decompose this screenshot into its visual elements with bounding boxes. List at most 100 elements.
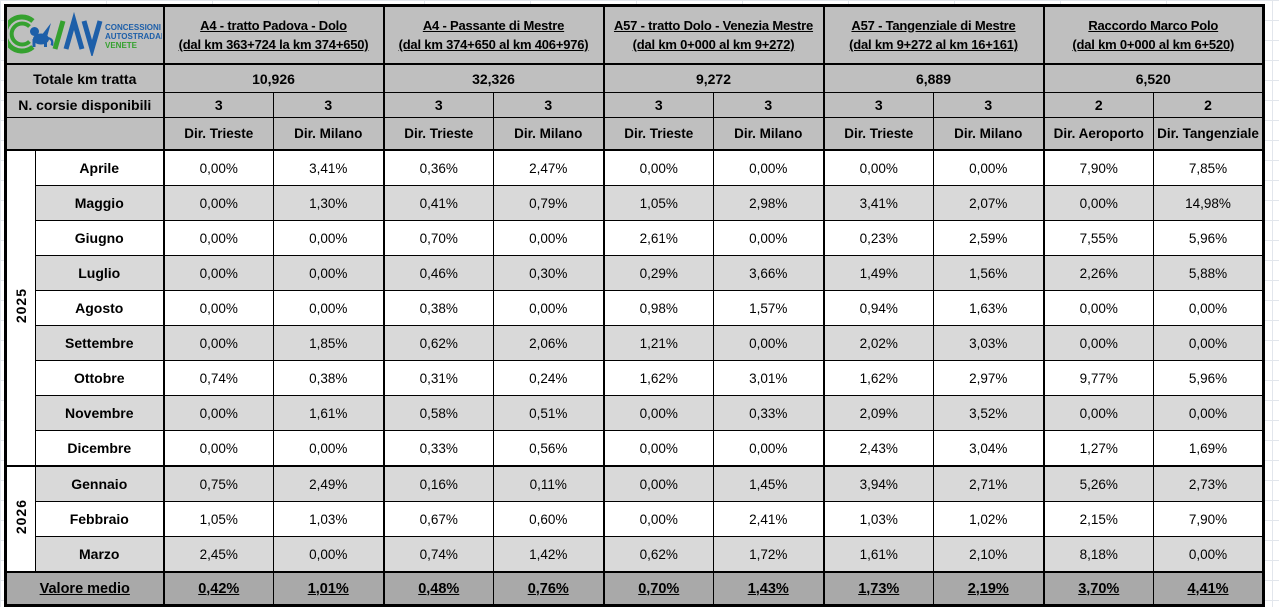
month-label: Marzo bbox=[35, 536, 164, 573]
value-cell: 0,00% bbox=[1042, 290, 1154, 326]
value-cell: 0,62% bbox=[602, 536, 714, 573]
value-cell: 2,43% bbox=[822, 430, 934, 467]
value-cell: 0,33% bbox=[382, 430, 494, 467]
value-cell: 1,03% bbox=[822, 501, 934, 537]
value-cell: 8,18% bbox=[1042, 536, 1154, 573]
value-cell: 0,00% bbox=[162, 255, 274, 291]
value-cell: 3,41% bbox=[822, 185, 934, 221]
value-cell: 0,67% bbox=[382, 501, 494, 537]
value-cell: 0,00% bbox=[493, 290, 604, 326]
route-title: A4 - Passante di Mestre bbox=[422, 17, 565, 33]
directions-row: Dir. Trieste Dir. Milano Dir. Trieste Di… bbox=[5, 117, 1264, 151]
value-cell: 2,61% bbox=[602, 220, 714, 256]
value-cell: 1,85% bbox=[273, 325, 384, 361]
footer-value: 2,19% bbox=[933, 571, 1044, 606]
value-cell: 0,00% bbox=[162, 220, 274, 256]
value-cell: 7,90% bbox=[1153, 501, 1264, 537]
value-cell: 1,56% bbox=[933, 255, 1044, 291]
value-cell: 0,29% bbox=[602, 255, 714, 291]
footer-value: 0,76% bbox=[493, 571, 604, 606]
year-label: 2026 bbox=[5, 465, 36, 573]
route-km-range: (dal km 374+650 al km 406+976) bbox=[398, 37, 589, 52]
value-cell: 0,00% bbox=[1153, 395, 1264, 431]
value-cell: 0,41% bbox=[382, 185, 494, 221]
lanes-value: 2 bbox=[1153, 92, 1264, 118]
lanes-value: 3 bbox=[602, 92, 714, 118]
value-cell: 1,05% bbox=[162, 501, 274, 537]
value-cell: 2,15% bbox=[1042, 501, 1154, 537]
total-km-value: 9,272 bbox=[602, 63, 824, 93]
direction-header: Dir. Tangenziale bbox=[1153, 117, 1264, 151]
route-group-header: Raccordo Marco Polo (dal km 0+000 al km … bbox=[1042, 5, 1264, 65]
value-cell: 0,62% bbox=[382, 325, 494, 361]
direction-header: Dir. Trieste bbox=[602, 117, 714, 151]
value-cell: 1,05% bbox=[602, 185, 714, 221]
data-table: CONCESSIONI AUTOSTRADALI VENETE A4 - tra… bbox=[4, 4, 1265, 607]
value-cell: 0,11% bbox=[493, 465, 604, 502]
value-cell: 5,96% bbox=[1153, 360, 1264, 396]
month-label: Aprile bbox=[35, 149, 164, 186]
month-label: Febbraio bbox=[35, 501, 164, 537]
value-cell: 0,51% bbox=[493, 395, 604, 431]
value-cell: 0,00% bbox=[162, 395, 274, 431]
value-cell: 0,00% bbox=[602, 501, 714, 537]
logo-line1: CONCESSIONI bbox=[105, 23, 161, 32]
value-cell: 1,30% bbox=[273, 185, 384, 221]
value-cell: 1,62% bbox=[822, 360, 934, 396]
value-cell: 2,47% bbox=[493, 149, 604, 186]
value-cell: 0,70% bbox=[382, 220, 494, 256]
value-cell: 1,69% bbox=[1153, 430, 1264, 467]
value-cell: 0,00% bbox=[713, 325, 824, 361]
lanes-value: 3 bbox=[162, 92, 274, 118]
month-label: Agosto bbox=[35, 290, 164, 326]
table-row: Novembre 0,00% 1,61% 0,58% 0,51% 0,00% 0… bbox=[6, 395, 1264, 431]
value-cell: 7,90% bbox=[1042, 149, 1154, 186]
lanes-value: 3 bbox=[493, 92, 604, 118]
value-cell: 2,41% bbox=[713, 501, 824, 537]
month-label: Novembre bbox=[35, 395, 164, 431]
value-cell: 1,61% bbox=[822, 536, 934, 573]
route-km-range: (dal km 363+724 la km 374+650) bbox=[178, 37, 369, 52]
value-cell: 2,73% bbox=[1153, 465, 1264, 502]
value-cell: 2,45% bbox=[162, 536, 274, 573]
value-cell: 0,00% bbox=[273, 255, 384, 291]
direction-header: Dir. Milano bbox=[273, 117, 384, 151]
value-cell: 0,00% bbox=[273, 220, 384, 256]
route-km-range: (dal km 0+000 al km 9+272) bbox=[632, 37, 795, 52]
value-cell: 0,00% bbox=[1042, 395, 1154, 431]
footer-value: 0,70% bbox=[602, 571, 714, 606]
value-cell: 0,23% bbox=[822, 220, 934, 256]
directions-empty-cell bbox=[5, 117, 164, 151]
value-cell: 3,01% bbox=[713, 360, 824, 396]
value-cell: 1,61% bbox=[273, 395, 384, 431]
table-row: Ottobre 0,74% 0,38% 0,31% 0,24% 1,62% 3,… bbox=[6, 360, 1264, 396]
value-cell: 0,38% bbox=[382, 290, 494, 326]
value-cell: 3,41% bbox=[273, 149, 384, 186]
route-title: Raccordo Marco Polo bbox=[1088, 17, 1219, 33]
month-label: Ottobre bbox=[35, 360, 164, 396]
value-cell: 2,06% bbox=[493, 325, 604, 361]
direction-header: Dir. Trieste bbox=[382, 117, 494, 151]
lanes-value: 3 bbox=[273, 92, 384, 118]
value-cell: 0,33% bbox=[713, 395, 824, 431]
direction-header: Dir. Milano bbox=[933, 117, 1044, 151]
value-cell: 1,02% bbox=[933, 501, 1044, 537]
month-label: Dicembre bbox=[35, 430, 164, 467]
value-cell: 0,00% bbox=[493, 220, 604, 256]
lanes-label: N. corsie disponibili bbox=[5, 92, 164, 118]
route-group-header: A4 - tratto Padova - Dolo (dal km 363+72… bbox=[162, 5, 384, 65]
table-row: 2025 Aprile 0,00% 3,41% 0,36% 2,47% 0,00… bbox=[5, 149, 1264, 467]
route-title: A4 - tratto Padova - Dolo bbox=[200, 17, 347, 33]
value-cell: 0,46% bbox=[382, 255, 494, 291]
av-stripes-icon bbox=[52, 11, 103, 58]
company-logo: CONCESSIONI AUTOSTRADALI VENETE bbox=[5, 5, 164, 65]
total-km-value: 6,520 bbox=[1042, 63, 1264, 93]
value-cell: 5,88% bbox=[1153, 255, 1264, 291]
value-cell: 2,71% bbox=[933, 465, 1044, 502]
value-cell: 0,36% bbox=[382, 149, 494, 186]
value-cell: 2,07% bbox=[933, 185, 1044, 221]
value-cell: 2,09% bbox=[822, 395, 934, 431]
value-cell: 2,59% bbox=[933, 220, 1044, 256]
value-cell: 3,03% bbox=[933, 325, 1044, 361]
